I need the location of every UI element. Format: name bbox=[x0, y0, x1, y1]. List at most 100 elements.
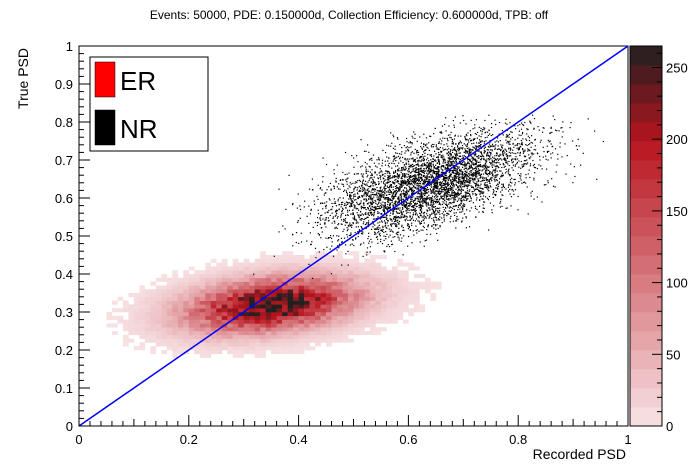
er-bin bbox=[161, 308, 168, 313]
nr-point bbox=[494, 169, 497, 171]
nr-point bbox=[464, 191, 466, 193]
nr-point bbox=[373, 228, 375, 230]
er-bin bbox=[342, 270, 349, 275]
nr-point bbox=[417, 169, 419, 171]
nr-point bbox=[445, 173, 447, 175]
nr-point bbox=[404, 204, 406, 206]
er-bin bbox=[309, 312, 316, 317]
nr-point bbox=[497, 137, 499, 139]
nr-point bbox=[412, 137, 414, 139]
nr-point bbox=[381, 220, 383, 222]
er-bin bbox=[282, 266, 288, 271]
nr-point bbox=[329, 236, 331, 239]
nr-point bbox=[503, 150, 505, 152]
nr-point bbox=[517, 143, 519, 145]
nr-point bbox=[495, 187, 497, 189]
nr-point bbox=[397, 170, 399, 172]
er-bin bbox=[391, 289, 398, 294]
nr-point bbox=[329, 182, 331, 185]
nr-point bbox=[501, 154, 503, 156]
nr-point bbox=[361, 227, 363, 230]
er-bin bbox=[199, 346, 206, 351]
nr-point bbox=[477, 186, 479, 188]
nr-point bbox=[547, 139, 549, 141]
er-bin bbox=[309, 266, 316, 271]
nr-point bbox=[576, 145, 578, 147]
er-bin bbox=[282, 262, 288, 267]
nr-point bbox=[465, 194, 467, 196]
nr-point bbox=[414, 159, 416, 161]
er-bin bbox=[282, 342, 288, 347]
nr-point bbox=[458, 158, 460, 160]
er-bin bbox=[210, 319, 217, 324]
er-bin bbox=[348, 258, 354, 263]
er-bin bbox=[353, 293, 360, 298]
er-bin bbox=[293, 304, 299, 309]
nr-point bbox=[433, 166, 435, 168]
nr-point bbox=[471, 177, 474, 179]
er-bin bbox=[172, 300, 179, 305]
nr-point bbox=[366, 254, 368, 256]
er-bin bbox=[337, 338, 343, 343]
er-bin bbox=[287, 262, 294, 267]
nr-point bbox=[448, 210, 450, 212]
er-bin bbox=[172, 319, 179, 324]
er-bin bbox=[265, 312, 272, 317]
nr-point bbox=[457, 190, 459, 192]
er-bin bbox=[260, 293, 266, 298]
nr-point bbox=[414, 203, 416, 205]
er-bin bbox=[161, 277, 168, 282]
er-bin bbox=[320, 274, 327, 279]
nr-point bbox=[469, 130, 471, 132]
er-bin bbox=[254, 334, 261, 339]
er-bin bbox=[276, 255, 283, 260]
nr-point bbox=[506, 123, 508, 125]
nr-point bbox=[384, 206, 386, 208]
nr-point bbox=[375, 193, 377, 195]
er-bin bbox=[232, 262, 239, 267]
nr-point bbox=[564, 143, 566, 145]
nr-point bbox=[430, 192, 432, 194]
nr-point bbox=[465, 133, 467, 135]
nr-point bbox=[433, 193, 435, 195]
nr-point bbox=[423, 189, 425, 192]
nr-point bbox=[458, 147, 460, 150]
nr-point bbox=[433, 192, 435, 194]
nr-point bbox=[398, 237, 400, 239]
er-bin bbox=[353, 327, 360, 332]
nr-point bbox=[518, 148, 520, 150]
nr-point bbox=[406, 184, 408, 186]
nr-point bbox=[507, 173, 509, 175]
nr-point bbox=[390, 225, 393, 227]
nr-point bbox=[365, 180, 367, 182]
nr-point bbox=[369, 166, 371, 168]
nr-point bbox=[465, 192, 467, 194]
nr-point bbox=[365, 168, 367, 170]
er-bin bbox=[150, 315, 157, 320]
nr-point bbox=[360, 190, 362, 192]
nr-point bbox=[454, 205, 456, 207]
nr-point bbox=[480, 176, 482, 178]
nr-point bbox=[451, 143, 453, 145]
er-bin bbox=[375, 327, 382, 332]
er-bin bbox=[391, 312, 398, 317]
nr-point bbox=[383, 186, 385, 188]
nr-point bbox=[415, 202, 417, 204]
nr-point bbox=[465, 197, 467, 199]
er-bin bbox=[243, 323, 250, 328]
nr-point bbox=[409, 212, 411, 214]
nr-point bbox=[495, 194, 497, 196]
nr-point bbox=[526, 186, 528, 188]
nr-point bbox=[346, 181, 348, 183]
er-bin bbox=[155, 334, 162, 339]
nr-point bbox=[446, 189, 448, 191]
nr-point bbox=[398, 153, 401, 155]
nr-point bbox=[432, 161, 434, 163]
nr-point bbox=[368, 220, 370, 222]
er-bin bbox=[331, 293, 338, 298]
er-bin bbox=[293, 312, 299, 317]
nr-point bbox=[516, 158, 519, 160]
nr-point bbox=[360, 206, 362, 208]
nr-point bbox=[440, 186, 442, 188]
nr-point bbox=[423, 184, 425, 186]
